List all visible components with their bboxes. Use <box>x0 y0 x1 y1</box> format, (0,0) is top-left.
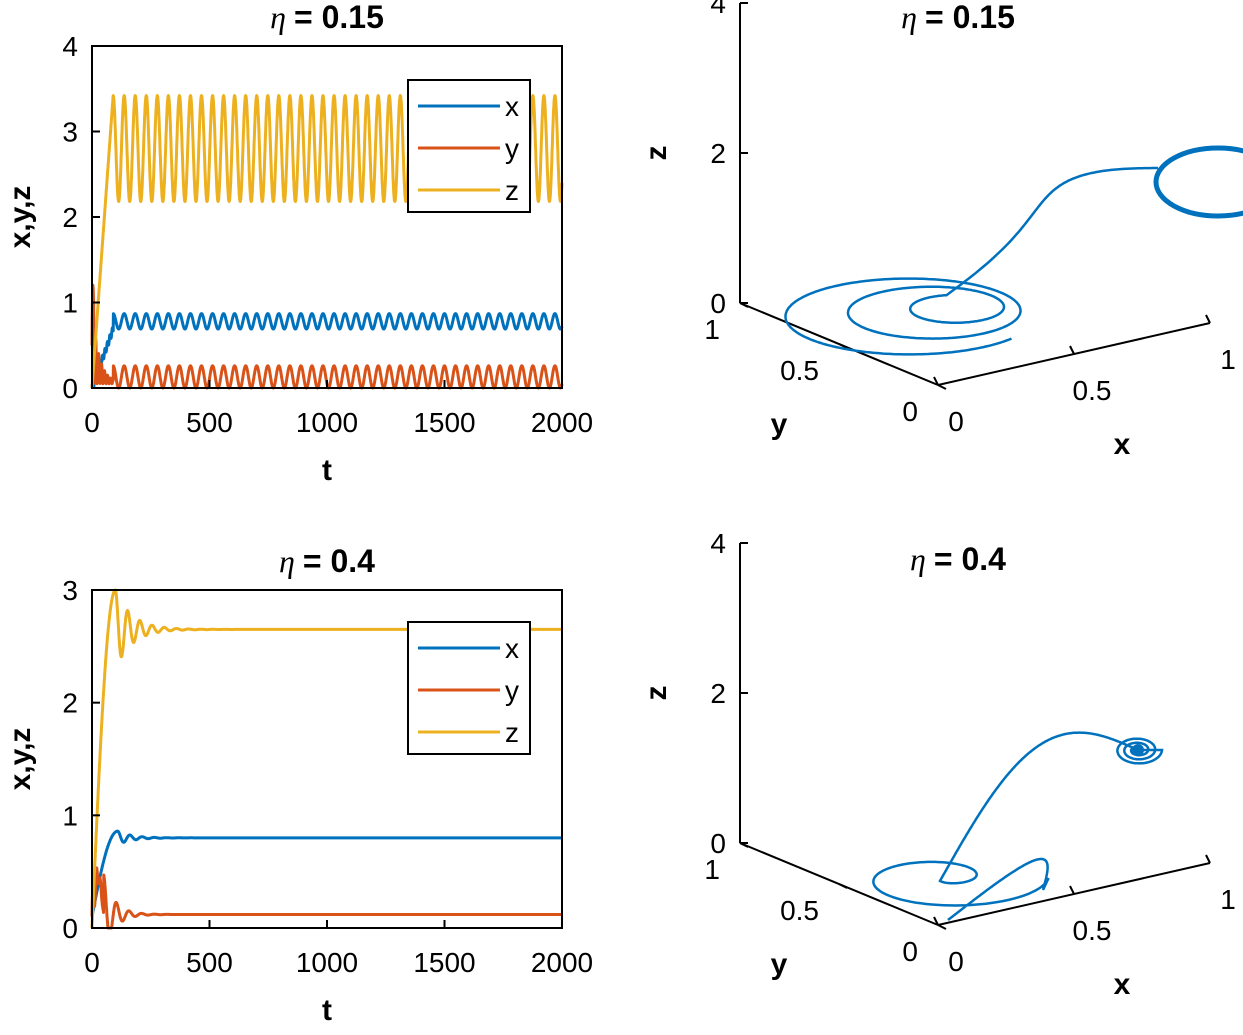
legend-label-x: x <box>505 633 519 664</box>
series-line-x <box>90 829 564 917</box>
eta-symbol: η <box>901 0 925 35</box>
chart-title: η = 0.15 <box>901 0 1015 35</box>
x-axis-label: t <box>322 994 332 1027</box>
x-tick-mark <box>933 376 939 386</box>
title-value: = 0.15 <box>294 0 384 35</box>
legend-label-x: x <box>505 91 519 122</box>
panel-timeseries-eta-04: η = 0.4 0 500 1000 1500 2000 0 1 2 3 t x,y,z xyz <box>4 543 593 1027</box>
equilibrium-point <box>1132 744 1144 756</box>
eta-symbol: η <box>910 541 934 577</box>
y-tick-label: 1 <box>704 314 720 345</box>
y-tick-mark <box>937 384 947 390</box>
x-tick-mark <box>1205 314 1211 324</box>
x-tick-label: 1000 <box>296 407 358 438</box>
panel-timeseries-eta-015: η = 0.15 0 500 1000 1500 2000 0 1 2 3 4 t x,y,z xyz <box>4 0 593 487</box>
z-tick-label: 0 <box>710 828 726 859</box>
z-axis-label: z <box>640 686 673 701</box>
x-axis-label: x <box>1114 428 1131 461</box>
chart-title: η = 0.4 <box>910 541 1006 577</box>
x-tick-label: 2000 <box>531 407 593 438</box>
title-value: = 0.4 <box>303 543 375 579</box>
trajectory-curve <box>872 731 1164 921</box>
y-axis-label: y <box>771 948 788 981</box>
y-tick-label: 1 <box>62 288 78 319</box>
y-tick-label: 1 <box>62 800 78 831</box>
y-tick-label: 1 <box>704 854 720 885</box>
x-tick-label: 500 <box>186 407 233 438</box>
x-tick-mark <box>1069 345 1075 355</box>
y-tick-label: 0 <box>902 936 918 967</box>
y-tick-label: 0.5 <box>780 895 819 926</box>
y-tick-mark <box>838 343 848 349</box>
y-tick-label: 3 <box>62 575 78 606</box>
y-tick-label: 2 <box>62 688 78 719</box>
legend-label-z: z <box>505 717 519 748</box>
chart-title: η = 0.4 <box>279 543 375 579</box>
legend-label-z: z <box>505 175 519 206</box>
x-tick-mark <box>933 916 939 926</box>
y-tick-mark <box>937 924 947 930</box>
z-tick-label: 4 <box>710 528 726 559</box>
y-tick-label: 4 <box>62 31 78 62</box>
x-tick-label: 0.5 <box>1073 915 1112 946</box>
legend-label-y: y <box>505 133 519 164</box>
legend-label-y: y <box>505 675 519 706</box>
x-axis-label: x <box>1114 968 1131 1001</box>
series-line-x <box>90 312 564 389</box>
x-tick-label: 1000 <box>296 947 358 978</box>
series-line-y <box>90 866 564 930</box>
trajectory-curve <box>784 166 1158 356</box>
x-tick-label: 0 <box>948 946 964 977</box>
x-tick-mark <box>1069 885 1075 895</box>
y-tick-label: 0.5 <box>780 355 819 386</box>
x-tick-label: 500 <box>186 947 233 978</box>
z-tick-label: 4 <box>710 0 726 19</box>
z-tick-label: 2 <box>710 678 726 709</box>
x-tick-label: 0 <box>948 406 964 437</box>
y-axis-label: x,y,z <box>4 186 37 249</box>
z-axis-label: z <box>640 146 673 161</box>
y-tick-label: 0 <box>902 396 918 427</box>
y-tick-mark <box>838 883 848 889</box>
y-axis-label: x,y,z <box>4 728 37 791</box>
title-value: = 0.4 <box>934 541 1006 577</box>
y-tick-mark <box>739 302 749 308</box>
x-tick-label: 0.5 <box>1073 375 1112 406</box>
y-axis-label: y <box>771 408 788 441</box>
x-tick-label: 0 <box>84 407 100 438</box>
x-tick-label: 1 <box>1220 344 1236 375</box>
x-tick-label: 1500 <box>413 407 475 438</box>
x-tick-label: 0 <box>84 947 100 978</box>
y-tick-label: 3 <box>62 117 78 148</box>
z-tick-label: 2 <box>710 138 726 169</box>
title-value: = 0.15 <box>925 0 1015 35</box>
z-tick-label: 0 <box>710 288 726 319</box>
x-tick-mark <box>1205 854 1211 864</box>
eta-symbol: η <box>270 0 294 35</box>
legend: xyz <box>407 621 531 755</box>
x-axis-label: t <box>322 454 332 487</box>
limit-cycle-curve <box>1153 145 1243 219</box>
legend: xyz <box>407 79 531 213</box>
y-tick-label: 0 <box>62 373 78 404</box>
x-tick-label: 1 <box>1220 884 1236 915</box>
y-tick-mark <box>739 842 749 848</box>
x-tick-label: 1500 <box>413 947 475 978</box>
y-tick-label: 0 <box>62 913 78 944</box>
y-tick-label: 2 <box>62 202 78 233</box>
x-tick-label: 2000 <box>531 947 593 978</box>
eta-symbol: η <box>279 543 303 579</box>
series-line-y <box>90 283 564 390</box>
chart-title: η = 0.15 <box>270 0 384 35</box>
